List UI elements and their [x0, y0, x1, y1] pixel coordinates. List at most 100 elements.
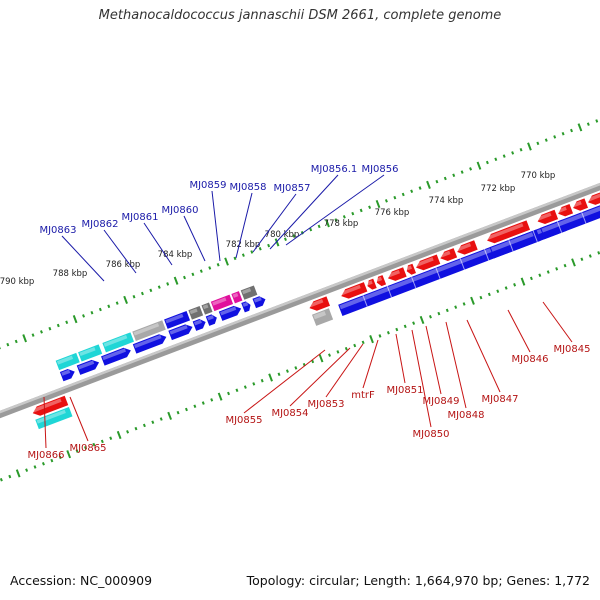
leader-line [235, 192, 253, 259]
reverse-gene-0[interactable] [308, 296, 330, 312]
gene-label-bottom[interactable]: MJ0851 [386, 385, 423, 396]
block-separator [362, 295, 368, 307]
gene-label-bottom[interactable]: mtrF [351, 390, 375, 401]
minor-tick [570, 128, 573, 133]
major-tick [325, 219, 330, 228]
gene-label-bottom[interactable]: MJ0866 [27, 450, 64, 461]
major-tick [527, 142, 532, 151]
top-feature-0[interactable] [55, 352, 80, 371]
gene-label-top[interactable]: MJ0863 [39, 225, 76, 236]
gene-label-bottom[interactable]: MJ0848 [447, 410, 484, 421]
minor-tick [469, 167, 473, 171]
major-tick [470, 296, 475, 305]
minor-tick [184, 407, 188, 412]
minor-tick [588, 254, 592, 258]
leader-line [211, 190, 221, 262]
kbp-label: 782 kbp [226, 240, 261, 250]
top-feature-3[interactable] [132, 320, 166, 341]
major-tick [426, 180, 431, 189]
reverse-gene-11[interactable] [556, 204, 574, 218]
leader-line [411, 329, 432, 428]
gene-label-top[interactable]: MJ0862 [81, 219, 118, 230]
forward-gene-9[interactable] [252, 295, 267, 309]
minor-tick [361, 340, 365, 345]
minor-tick [6, 342, 10, 347]
top-feature-4[interactable] [164, 311, 191, 329]
major-tick [116, 430, 122, 440]
forward-gene-6[interactable] [205, 313, 219, 326]
forward-gene-8[interactable] [241, 300, 252, 313]
block-separator [556, 221, 563, 233]
minor-tick [82, 314, 86, 318]
minor-tick [445, 308, 449, 313]
top-feature-5[interactable] [188, 306, 204, 320]
gene-label-bottom[interactable]: MJ0865 [69, 443, 106, 454]
minor-tick [250, 250, 254, 254]
minor-tick [328, 353, 331, 357]
gene-label-top[interactable]: MJ0859 [189, 180, 226, 191]
top-feature-9[interactable] [240, 285, 258, 300]
minor-tick [386, 330, 390, 335]
reverse-gene-7[interactable] [439, 248, 458, 263]
gene-label-top[interactable]: MJ0860 [161, 205, 198, 216]
forward-gene-0[interactable] [59, 367, 77, 382]
gene-label-top[interactable]: MJ0861 [121, 212, 158, 223]
top-feature-2[interactable] [102, 332, 134, 353]
forward-gene-3[interactable] [132, 332, 168, 354]
minor-tick [100, 439, 104, 444]
gene-label-bottom[interactable]: MJ0849 [422, 396, 459, 407]
top-feature-7[interactable] [210, 294, 234, 312]
minor-tick [201, 401, 205, 405]
minor-tick [336, 350, 340, 354]
minor-tick [511, 151, 515, 155]
gene-label-bottom[interactable]: MJ0854 [271, 408, 308, 419]
gene-label-bottom[interactable]: MJ0847 [481, 394, 518, 405]
minor-tick [502, 154, 506, 158]
reverse-gene-13[interactable] [586, 183, 600, 207]
reverse-gene-12[interactable] [571, 198, 588, 212]
minor-tick [267, 243, 271, 248]
reverse-block-2[interactable] [540, 185, 600, 240]
reverse-gene-2[interactable] [366, 278, 377, 291]
gene-label-bottom[interactable]: MJ0845 [553, 344, 590, 355]
reverse-gene-1[interactable] [340, 282, 368, 301]
minor-tick [41, 462, 45, 466]
reverse-gene-8[interactable] [455, 240, 478, 256]
gene-label-top[interactable]: MJ0858 [229, 182, 266, 193]
forward-gene-7[interactable] [218, 304, 243, 321]
major-tick [224, 257, 229, 266]
reverse-gene-9[interactable] [485, 220, 531, 245]
gene-label-bottom[interactable]: MJ0846 [511, 354, 548, 365]
top-feature-8[interactable] [231, 291, 243, 304]
kbp-label: 770 kbp [521, 171, 556, 181]
reverse-gene-6[interactable] [414, 254, 441, 272]
reverse-gene-4[interactable] [386, 267, 407, 283]
minor-tick [454, 305, 458, 309]
minor-tick [241, 253, 245, 257]
gray-feature[interactable] [312, 308, 334, 326]
forward-gene-1[interactable] [76, 358, 101, 375]
minor-tick [283, 237, 287, 241]
forward-gene-4[interactable] [168, 322, 194, 341]
reverse-gene-3[interactable] [375, 275, 387, 287]
gene-label-bottom[interactable]: MJ0850 [412, 429, 449, 440]
gene-label-bottom[interactable]: MJ0855 [225, 415, 262, 426]
gene-label-top[interactable]: MJ0856.1 [311, 164, 358, 175]
gene-label-top[interactable]: MJ0857 [273, 183, 310, 194]
minor-tick [460, 170, 464, 174]
forward-gene-5[interactable] [192, 317, 208, 331]
reverse-block-1[interactable] [489, 229, 541, 259]
reverse-gene-5[interactable] [405, 263, 416, 276]
minor-tick [437, 311, 441, 316]
reverse-gene-14[interactable] [31, 395, 69, 418]
gene-label-top[interactable]: MJ0856 [361, 164, 398, 175]
minor-tick [412, 321, 416, 325]
genome-summary-text: Topology: circular; Length: 1,664,970 bp… [246, 573, 590, 588]
gene-label-bottom[interactable]: MJ0853 [307, 399, 344, 410]
top-feature-1[interactable] [78, 344, 103, 362]
top-feature-6[interactable] [201, 302, 213, 315]
forward-gene-2[interactable] [101, 346, 133, 366]
reverse-gene-10[interactable] [536, 209, 559, 226]
minor-tick [243, 385, 247, 389]
